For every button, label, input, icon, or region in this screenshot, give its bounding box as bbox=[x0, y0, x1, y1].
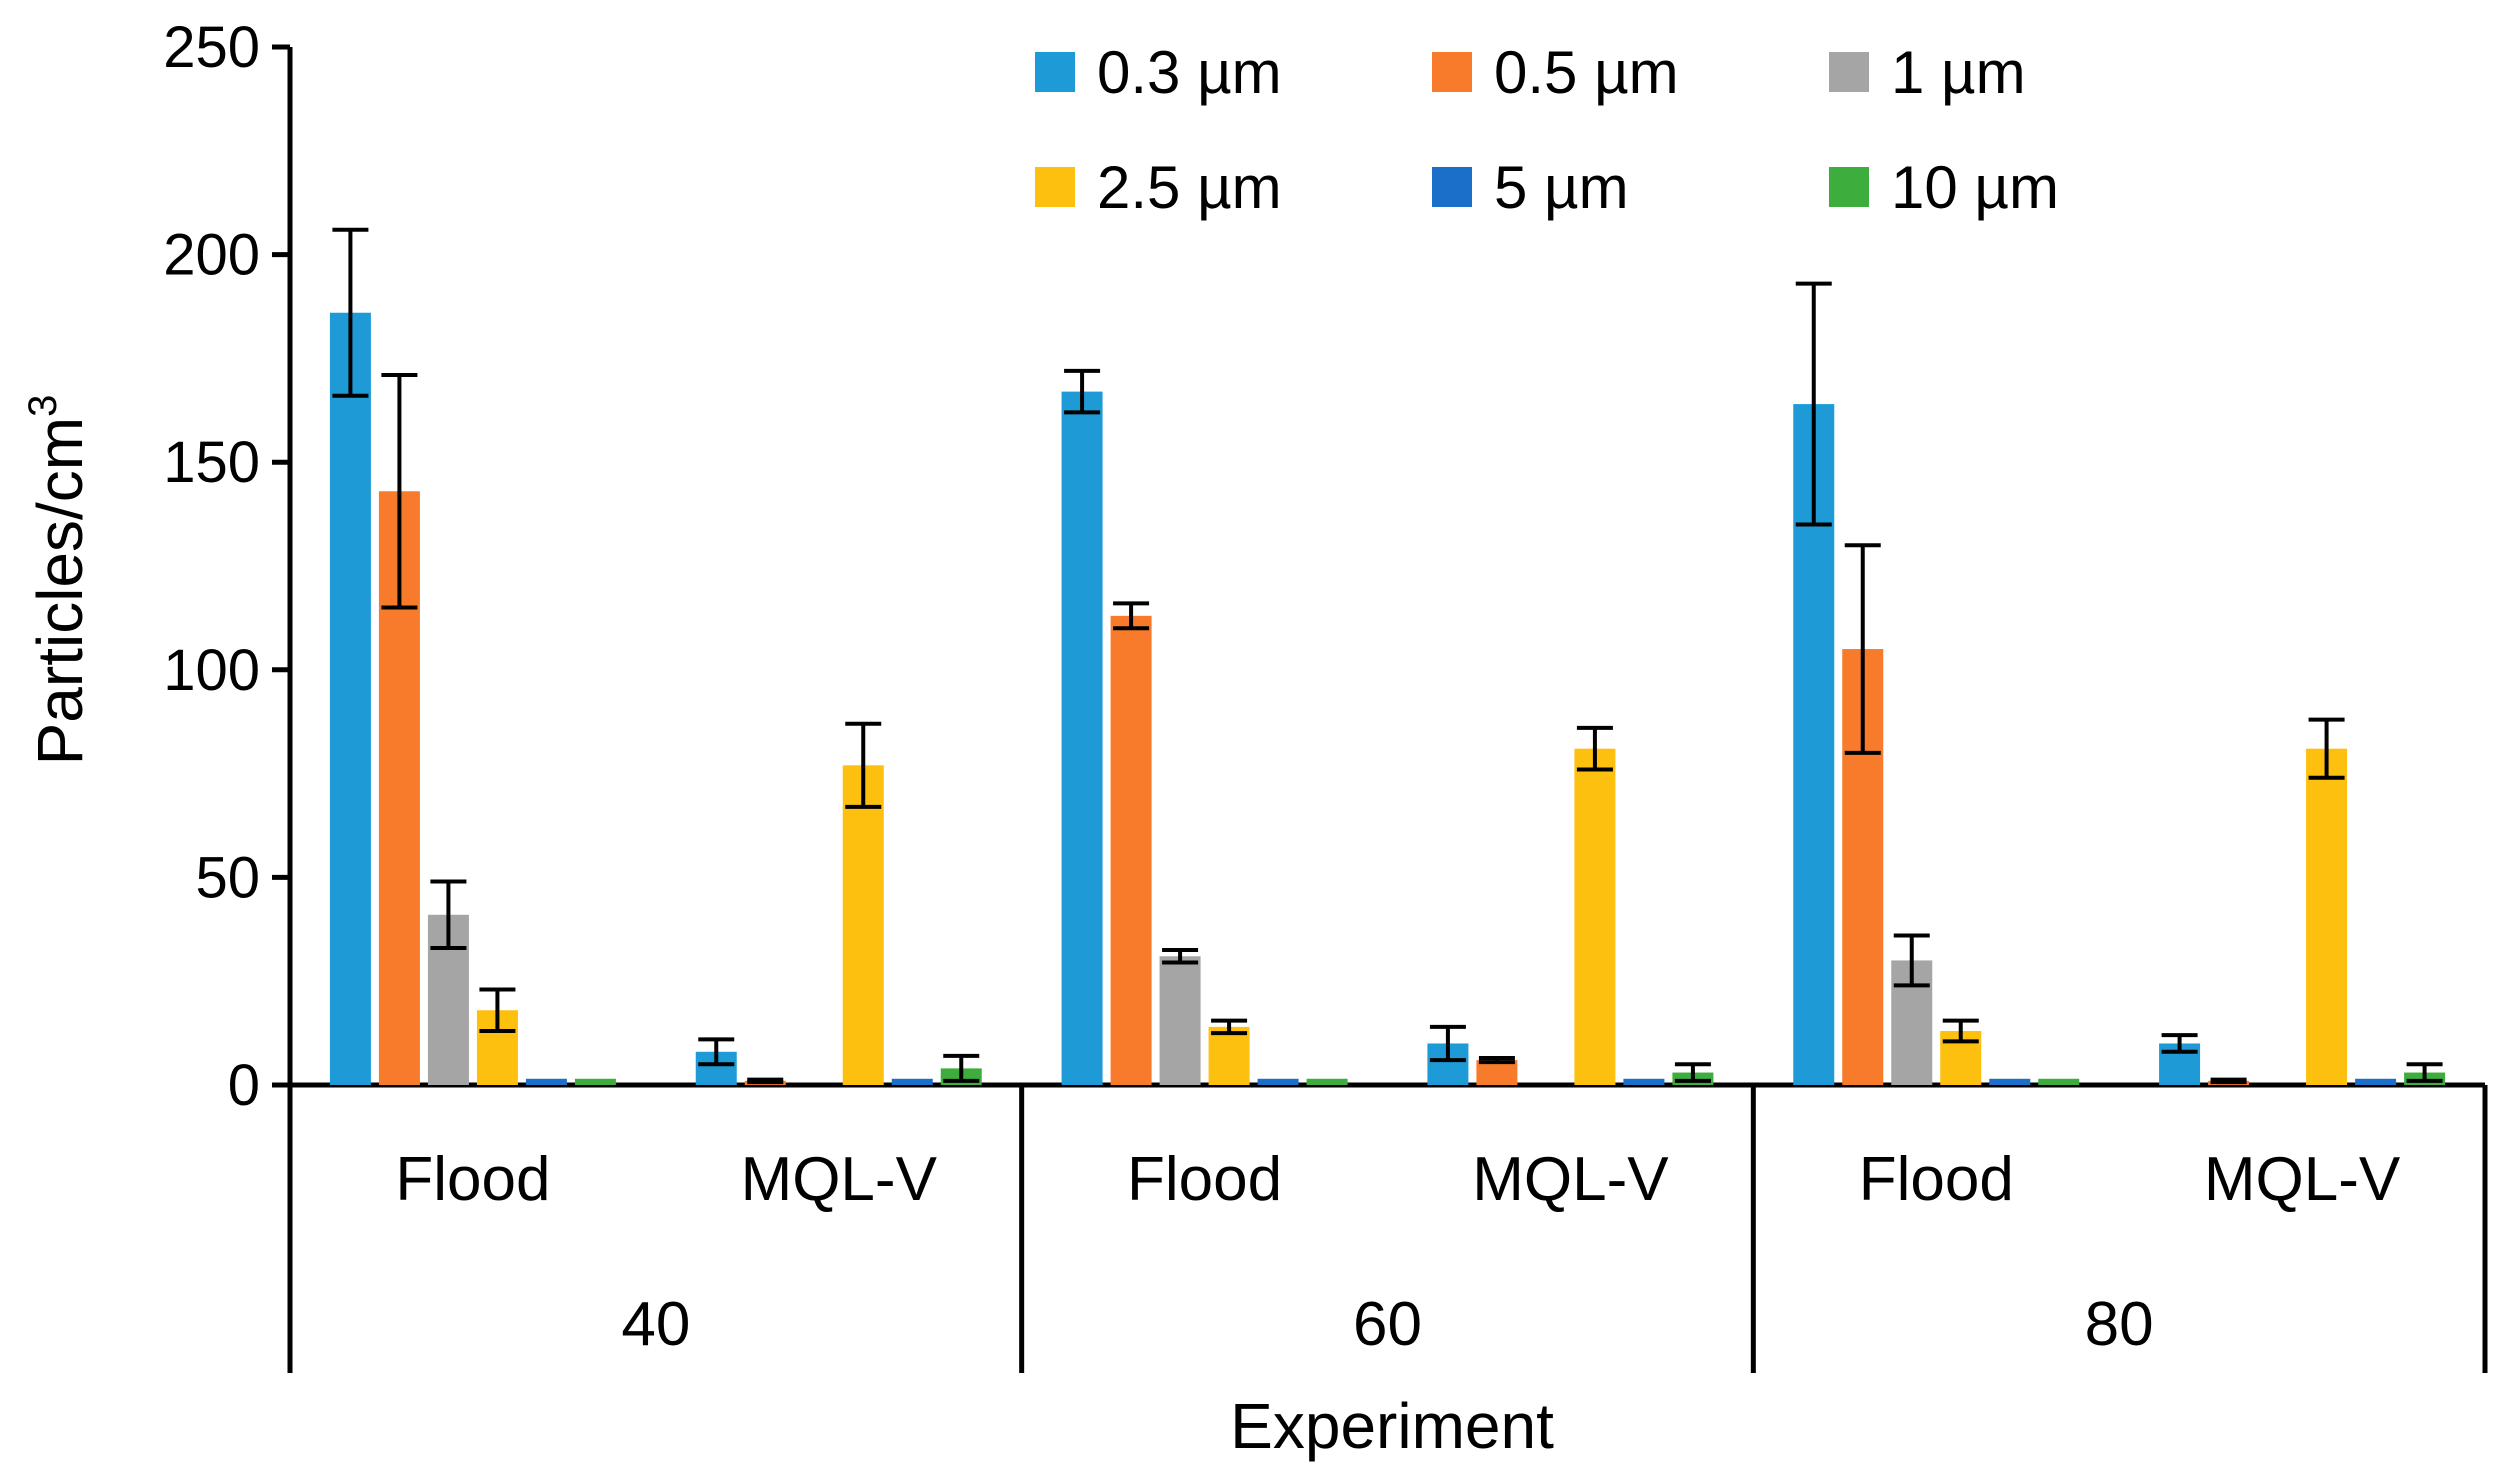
x-group-label: 60 bbox=[1353, 1290, 1422, 1359]
bar-2-4 bbox=[1257, 1078, 1299, 1085]
bar-0-5 bbox=[574, 1078, 616, 1085]
error-bar-4-3 bbox=[1942, 1018, 1979, 1044]
y-tick-label: 250 bbox=[163, 15, 260, 80]
legend-swatch bbox=[1035, 167, 1075, 207]
legend-item: 2.5 µm bbox=[1035, 154, 1282, 221]
bar-3-4 bbox=[1623, 1078, 1665, 1085]
error-bar-5-0 bbox=[2161, 1033, 2198, 1054]
legend-item: 5 µm bbox=[1432, 154, 1629, 221]
y-tick-label: 50 bbox=[195, 845, 260, 910]
x-category-labels: Flood MQL-V 40 Flood MQL-V 60 Flood MQL-V 80 bbox=[395, 1085, 2488, 1373]
y-tick-label: 0 bbox=[228, 1053, 260, 1118]
legend-label: 0.3 µm bbox=[1097, 39, 1282, 106]
y-axis-title-superscript: 3 bbox=[21, 395, 65, 417]
legend-swatch bbox=[1035, 52, 1075, 92]
legend-swatch bbox=[1432, 167, 1472, 207]
error-bar-1-5 bbox=[943, 1053, 980, 1083]
error-bar-5-5 bbox=[2406, 1062, 2443, 1083]
error-bar-0-2 bbox=[430, 879, 467, 950]
legend-label: 5 µm bbox=[1494, 154, 1629, 221]
error-bar-3-0 bbox=[1429, 1024, 1466, 1063]
error-bar-2-0 bbox=[1064, 368, 1101, 415]
x-group-label: 40 bbox=[621, 1290, 690, 1359]
legend-label: 1 µm bbox=[1891, 39, 2026, 106]
error-bar-5-3 bbox=[2308, 717, 2345, 780]
error-bar-0-1 bbox=[381, 373, 418, 610]
legend-swatch bbox=[1432, 52, 1472, 92]
legend: 0.3 µm 0.5 µm 1 µm 2.5 µm 5 µm 10 µm bbox=[1035, 39, 2059, 221]
bar-1-4 bbox=[891, 1078, 933, 1085]
error-bar-1-0 bbox=[698, 1037, 735, 1067]
x-category-label: MQL-V bbox=[741, 1145, 938, 1214]
bars bbox=[329, 312, 2446, 1086]
error-bar-0-3 bbox=[479, 987, 516, 1034]
error-bar-1-1 bbox=[747, 1077, 784, 1085]
error-bar-2-3 bbox=[1211, 1018, 1248, 1036]
bar-2-2 bbox=[1159, 956, 1201, 1085]
error-bar-0-0 bbox=[332, 227, 369, 398]
legend-label: 10 µm bbox=[1891, 154, 2059, 221]
bar-3-3 bbox=[1574, 748, 1616, 1085]
bar-0-0 bbox=[329, 312, 371, 1085]
error-bar-2-2 bbox=[1162, 948, 1199, 965]
bar-5-3 bbox=[2306, 748, 2348, 1085]
y-tick-label: 200 bbox=[163, 223, 260, 288]
bar-4-5 bbox=[2038, 1078, 2080, 1085]
y-axis-title: Particles/cm3 bbox=[21, 395, 96, 766]
error-bars bbox=[332, 227, 2443, 1085]
legend-item: 0.3 µm bbox=[1035, 39, 1282, 106]
bar-5-4 bbox=[2355, 1078, 2397, 1085]
y-tick-label: 150 bbox=[163, 430, 260, 495]
bar-2-0 bbox=[1061, 391, 1103, 1086]
bar-2-1 bbox=[1110, 615, 1152, 1085]
error-bar-5-1 bbox=[2210, 1077, 2247, 1085]
y-tick-label: 100 bbox=[163, 638, 260, 703]
bar-1-3 bbox=[842, 765, 884, 1085]
error-bar-2-1 bbox=[1113, 601, 1150, 631]
error-bar-3-1 bbox=[1478, 1056, 1515, 1065]
legend-item: 0.5 µm bbox=[1432, 39, 1679, 106]
x-axis-title: Experiment bbox=[1230, 1390, 1554, 1462]
x-group-label: 80 bbox=[2085, 1290, 2154, 1359]
x-category-label: MQL-V bbox=[1472, 1145, 1669, 1214]
error-bar-4-0 bbox=[1795, 281, 1832, 527]
y-ticks: 0 50 100 150 200 250 bbox=[163, 15, 290, 1118]
error-bar-1-3 bbox=[845, 721, 882, 809]
bar-0-4 bbox=[525, 1078, 567, 1085]
error-bar-4-1 bbox=[1844, 543, 1881, 755]
bar-4-4 bbox=[1989, 1078, 2031, 1085]
bar-3-1 bbox=[1476, 1060, 1518, 1085]
bar-2-3 bbox=[1208, 1026, 1250, 1085]
x-category-label: Flood bbox=[1859, 1145, 2014, 1214]
legend-label: 0.5 µm bbox=[1494, 39, 1679, 106]
error-bar-4-2 bbox=[1893, 933, 1930, 988]
x-category-label: Flood bbox=[395, 1145, 550, 1214]
x-category-label: Flood bbox=[1127, 1145, 1282, 1214]
legend-label: 2.5 µm bbox=[1097, 154, 1282, 221]
bar-2-5 bbox=[1306, 1078, 1348, 1085]
y-axis-title-main: Particles/cm bbox=[24, 417, 96, 766]
legend-swatch bbox=[1829, 167, 1869, 207]
legend-item: 1 µm bbox=[1829, 39, 2026, 106]
x-category-label: MQL-V bbox=[2204, 1145, 2401, 1214]
error-bar-3-3 bbox=[1576, 725, 1613, 772]
legend-swatch bbox=[1829, 52, 1869, 92]
error-bar-3-5 bbox=[1674, 1062, 1711, 1083]
legend-item: 10 µm bbox=[1829, 154, 2059, 221]
